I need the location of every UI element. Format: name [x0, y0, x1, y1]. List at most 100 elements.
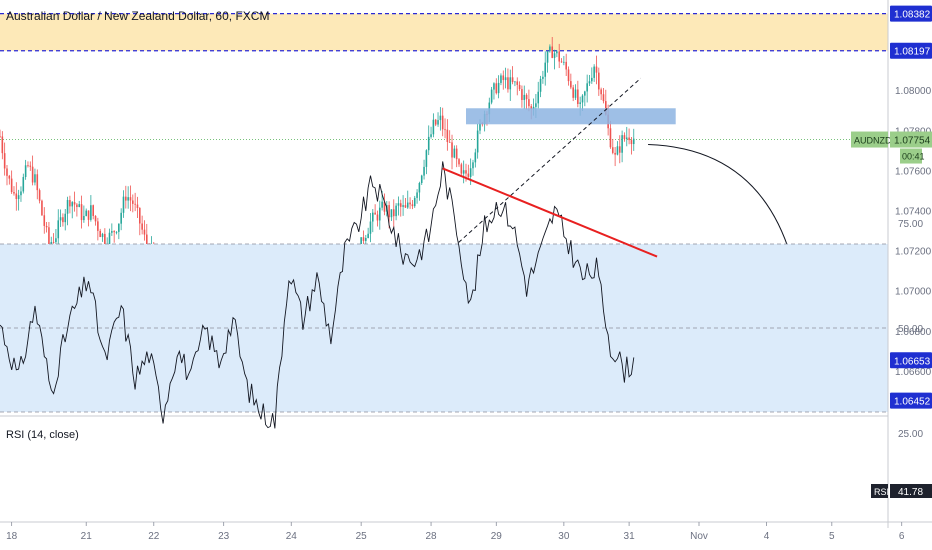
- candle-body: [432, 119, 435, 135]
- candle-body: [521, 89, 523, 100]
- rsi-value-tag: [890, 484, 932, 498]
- candle-body: [593, 66, 595, 78]
- price-axis-background: [888, 0, 932, 550]
- candle-body: [444, 129, 446, 131]
- time-tick-label: 23: [218, 531, 230, 542]
- symbol-tag: [851, 131, 888, 148]
- candle-body: [591, 77, 593, 82]
- candle-body: [551, 46, 554, 58]
- candle-body: [539, 78, 542, 92]
- candle-body: [495, 83, 498, 94]
- candle-body: [85, 210, 88, 216]
- candle-body: [549, 46, 551, 52]
- candle-body: [367, 233, 369, 239]
- candle-body: [66, 200, 69, 214]
- candle-body: [55, 238, 57, 243]
- candle-body: [623, 135, 626, 139]
- time-tick-label: 28: [425, 531, 437, 542]
- candle-body: [399, 203, 402, 207]
- candle-body: [22, 177, 25, 192]
- candle-body: [62, 217, 64, 223]
- candle-body: [502, 75, 505, 81]
- candle-body: [462, 170, 465, 174]
- candle-body: [101, 233, 104, 238]
- candle-body: [418, 183, 421, 193]
- candle-body: [467, 173, 470, 177]
- price-tick-label: 1.08000: [895, 86, 932, 97]
- candle-body: [497, 82, 500, 94]
- price-tick-label: 1.07200: [895, 247, 932, 258]
- level-tag-label: 1.08197: [894, 47, 931, 58]
- candle-body: [404, 205, 407, 208]
- candle-body: [125, 196, 127, 201]
- time-tick-label: 21: [81, 531, 93, 542]
- candle-body: [413, 197, 416, 207]
- candle-body: [507, 77, 509, 90]
- candle-body: [616, 146, 619, 155]
- candle-body: [439, 115, 442, 121]
- candle-body: [523, 94, 526, 100]
- candle-body: [546, 51, 549, 63]
- candle-body: [73, 202, 76, 205]
- time-tick-label: 24: [286, 531, 298, 542]
- candle-body: [530, 106, 533, 110]
- candle-body: [374, 212, 376, 215]
- current-price-label: 1.07754: [894, 136, 931, 147]
- rsi-title: RSI (14, close): [6, 429, 79, 441]
- rsi-line: [0, 161, 635, 429]
- candle-body: [1, 136, 4, 154]
- candle-body: [537, 91, 540, 104]
- candle-body: [411, 204, 414, 207]
- candle-body: [36, 174, 39, 191]
- candle-body: [76, 204, 78, 207]
- candle-body: [567, 69, 570, 82]
- candle-body: [390, 209, 393, 218]
- level-tag-3: [890, 392, 932, 409]
- candle-body: [441, 115, 444, 130]
- candle-body: [465, 170, 467, 174]
- candle-body: [586, 83, 588, 92]
- candle-body: [145, 234, 148, 248]
- level-tag-2: [890, 352, 932, 369]
- time-tick-label: 22: [148, 531, 160, 542]
- candle-body: [611, 147, 614, 153]
- candle-body: [104, 233, 106, 247]
- time-tick-label: 4: [764, 531, 770, 542]
- candle-body: [99, 230, 101, 238]
- candle-body: [430, 134, 432, 137]
- candle-body: [80, 204, 83, 221]
- candle-body: [45, 225, 48, 228]
- time-tick-label: 31: [624, 531, 636, 542]
- price-tick-label: 1.06800: [895, 327, 932, 338]
- candle-body: [27, 165, 29, 167]
- candle-body: [71, 202, 74, 207]
- candle-body: [602, 94, 605, 102]
- candle-body: [136, 204, 139, 208]
- time-tick-label: 18: [6, 531, 18, 542]
- candle-body: [134, 203, 136, 205]
- candle-body: [472, 162, 474, 169]
- candle-body: [581, 95, 584, 103]
- candle-body: [572, 87, 574, 98]
- price-tick-label: 1.07600: [895, 166, 932, 177]
- candle-body: [50, 242, 53, 245]
- candle-body: [87, 210, 90, 220]
- level-tag-label: 1.06452: [894, 397, 931, 408]
- candle-body: [372, 212, 374, 222]
- candle-body: [381, 201, 383, 208]
- candle-body: [17, 195, 20, 200]
- candle-body: [584, 91, 586, 96]
- candle-body: [8, 175, 11, 179]
- candle-body: [479, 123, 481, 131]
- candle-body: [570, 81, 572, 88]
- candle-body: [514, 81, 516, 83]
- candle-body: [474, 152, 477, 163]
- rsi-tag: [871, 484, 888, 498]
- countdown-label: 00:41: [902, 152, 925, 162]
- price-tick-label: 1.07000: [895, 287, 932, 298]
- candle-body: [423, 166, 425, 176]
- chart-title: Australian Dollar / New Zealand Dollar, …: [6, 9, 270, 23]
- candle-body: [446, 129, 449, 142]
